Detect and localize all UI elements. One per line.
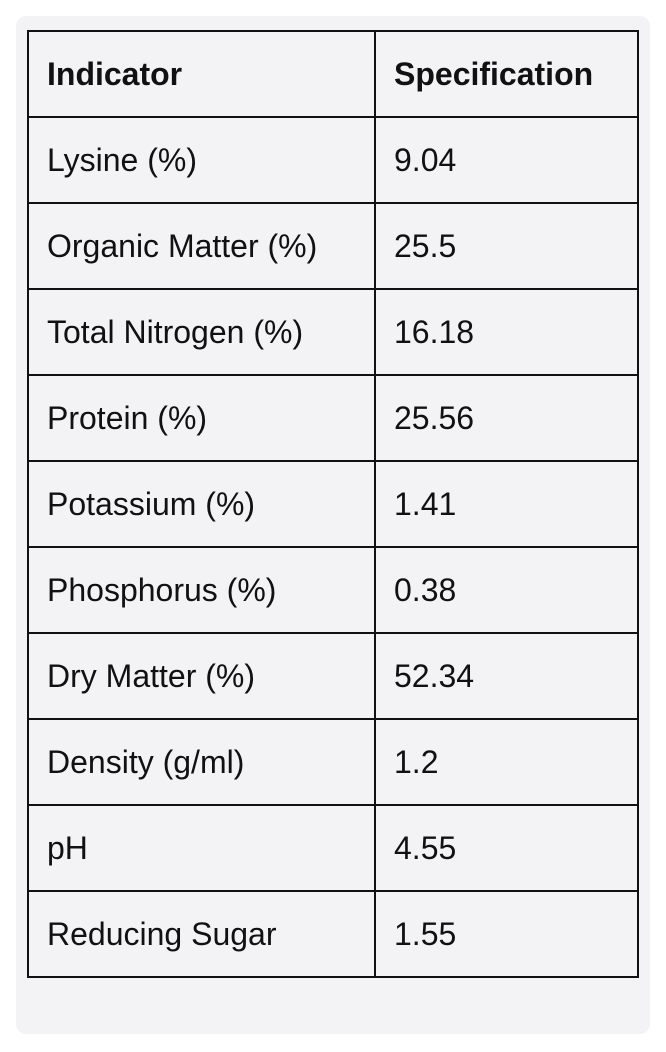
table-row: Phosphorus (%) 0.38 [27, 546, 639, 634]
indicator-cell: Total Nitrogen (%) [27, 288, 376, 376]
specification-cell: 25.56 [374, 374, 639, 462]
indicator-cell: Lysine (%) [27, 116, 376, 204]
specification-cell: 52.34 [374, 632, 639, 720]
specification-cell: 9.04 [374, 116, 639, 204]
table-row: Protein (%) 25.56 [27, 374, 639, 462]
table-header-row: Indicator Specification [27, 30, 639, 118]
indicator-cell: Organic Matter (%) [27, 202, 376, 290]
specification-cell: 25.5 [374, 202, 639, 290]
table-row: Organic Matter (%) 25.5 [27, 202, 639, 290]
specification-cell: 1.2 [374, 718, 639, 806]
table-row: Potassium (%) 1.41 [27, 460, 639, 548]
header-indicator: Indicator [27, 30, 376, 118]
specification-cell: 16.18 [374, 288, 639, 376]
specification-cell: 0.38 [374, 546, 639, 634]
table-row: Total Nitrogen (%) 16.18 [27, 288, 639, 376]
header-specification: Specification [374, 30, 639, 118]
indicator-cell: Density (g/ml) [27, 718, 376, 806]
specification-cell: 4.55 [374, 804, 639, 892]
table-row: Lysine (%) 9.04 [27, 116, 639, 204]
indicator-cell: Potassium (%) [27, 460, 376, 548]
indicator-cell: Phosphorus (%) [27, 546, 376, 634]
indicator-cell: Dry Matter (%) [27, 632, 376, 720]
specification-cell: 1.41 [374, 460, 639, 548]
specification-cell: 1.55 [374, 890, 639, 978]
specification-table: Indicator Specification Lysine (%) 9.04 … [27, 30, 639, 978]
table-row: Reducing Sugar 1.55 [27, 890, 639, 978]
table-row: pH 4.55 [27, 804, 639, 892]
indicator-cell: Protein (%) [27, 374, 376, 462]
table-row: Density (g/ml) 1.2 [27, 718, 639, 806]
indicator-cell: Reducing Sugar [27, 890, 376, 978]
indicator-cell: pH [27, 804, 376, 892]
table-row: Dry Matter (%) 52.34 [27, 632, 639, 720]
